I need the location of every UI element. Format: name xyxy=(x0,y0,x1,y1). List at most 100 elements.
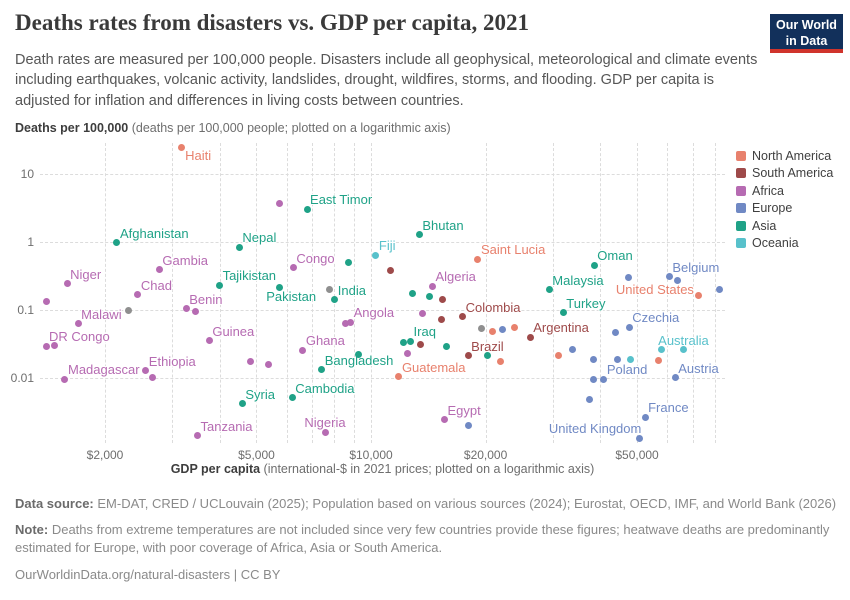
data-point[interactable] xyxy=(345,259,353,267)
data-point-haiti[interactable] xyxy=(177,144,185,152)
data-point-united-kingdom[interactable] xyxy=(635,434,643,442)
data-point-congo[interactable] xyxy=(289,264,297,272)
data-point-brazil[interactable] xyxy=(464,352,472,360)
data-point-guatemala[interactable] xyxy=(395,373,403,381)
legend-item-africa[interactable]: Africa xyxy=(736,182,833,200)
data-point-egypt[interactable] xyxy=(441,416,449,424)
data-point-oman[interactable] xyxy=(590,261,598,269)
data-point[interactable] xyxy=(191,308,199,316)
data-point-afghanistan[interactable] xyxy=(113,239,121,247)
legend-item-south-america[interactable]: South America xyxy=(736,165,833,183)
data-point-pakistan[interactable] xyxy=(275,283,283,291)
data-point-ghana[interactable] xyxy=(299,346,307,354)
point-label: Ghana xyxy=(305,333,345,349)
data-point[interactable] xyxy=(50,341,58,349)
data-point[interactable] xyxy=(264,360,272,368)
data-point[interactable] xyxy=(425,292,433,300)
data-point[interactable] xyxy=(399,338,407,346)
data-point[interactable] xyxy=(149,374,157,382)
data-point[interactable] xyxy=(342,319,350,327)
data-point[interactable] xyxy=(443,342,451,350)
data-point-ethiopia[interactable] xyxy=(142,367,150,375)
data-point[interactable] xyxy=(354,351,362,359)
data-point[interactable] xyxy=(627,356,635,364)
data-point[interactable] xyxy=(408,290,416,298)
data-point[interactable] xyxy=(655,357,663,365)
data-point[interactable] xyxy=(568,345,576,353)
data-point-nepal[interactable] xyxy=(235,243,243,251)
legend-item-asia[interactable]: Asia xyxy=(736,217,833,235)
data-point[interactable] xyxy=(589,356,597,364)
data-point-czechia[interactable] xyxy=(625,323,633,331)
data-point[interactable] xyxy=(554,351,562,359)
data-point-fiji[interactable] xyxy=(372,251,380,259)
data-point-guinea[interactable] xyxy=(205,337,213,345)
data-point-cambodia[interactable] xyxy=(288,394,296,402)
data-point-east-timor[interactable] xyxy=(303,205,311,213)
data-point[interactable] xyxy=(276,199,284,207)
owid-logo[interactable]: Our World in Data xyxy=(770,14,843,53)
data-point[interactable] xyxy=(477,325,485,333)
data-point[interactable] xyxy=(488,328,496,336)
data-point[interactable] xyxy=(246,358,254,366)
data-point-tanzania[interactable] xyxy=(194,432,201,440)
data-point[interactable] xyxy=(437,315,445,323)
data-point-united-states[interactable] xyxy=(695,291,703,299)
point-label: France xyxy=(648,400,689,416)
data-point-syria[interactable] xyxy=(238,400,246,408)
data-point-india[interactable] xyxy=(331,296,339,304)
data-point-malaysia[interactable] xyxy=(545,286,553,294)
data-point[interactable] xyxy=(497,358,505,366)
data-point[interactable] xyxy=(404,349,412,357)
data-point-tajikistan[interactable] xyxy=(216,281,224,289)
owid-url-link[interactable]: OurWorldinData.org/natural-disasters xyxy=(15,566,231,582)
data-point[interactable] xyxy=(438,295,446,303)
data-point-malawi[interactable] xyxy=(74,320,82,328)
data-point-niger[interactable] xyxy=(63,280,71,288)
data-point-saint-lucia[interactable] xyxy=(474,255,482,263)
data-point-angola[interactable] xyxy=(347,318,355,326)
point-label: Chad xyxy=(140,277,172,293)
data-point-argentina[interactable] xyxy=(526,333,534,341)
legend-item-oceania[interactable]: Oceania xyxy=(736,235,833,253)
data-point[interactable] xyxy=(483,352,491,360)
data-point[interactable] xyxy=(658,345,666,353)
data-source-text: EM-DAT, CRED / UCLouvain (2025); Populat… xyxy=(93,496,837,511)
data-point-bangladesh[interactable] xyxy=(318,366,326,374)
data-point[interactable] xyxy=(624,274,632,282)
data-point-chad[interactable] xyxy=(134,291,142,299)
data-point[interactable] xyxy=(612,328,620,336)
data-point[interactable] xyxy=(673,277,681,285)
data-point-benin[interactable] xyxy=(182,305,190,313)
data-point-poland[interactable] xyxy=(600,375,608,383)
data-point[interactable] xyxy=(124,307,132,315)
data-point-gambia[interactable] xyxy=(155,266,163,274)
data-point-austria[interactable] xyxy=(671,374,679,382)
data-point-belgium[interactable] xyxy=(665,273,673,281)
data-point-turkey[interactable] xyxy=(559,309,567,317)
data-point[interactable] xyxy=(386,266,394,274)
data-point-dr-congo[interactable] xyxy=(42,342,50,350)
data-point[interactable] xyxy=(613,356,621,364)
data-point-madagascar[interactable] xyxy=(61,375,69,383)
data-point[interactable] xyxy=(510,323,518,331)
data-point-nigeria[interactable] xyxy=(321,428,329,436)
data-point[interactable] xyxy=(326,286,334,294)
data-point[interactable] xyxy=(416,341,424,349)
data-point-algeria[interactable] xyxy=(428,282,436,290)
data-point[interactable] xyxy=(590,376,598,384)
data-point-france[interactable] xyxy=(641,413,649,421)
data-point-australia[interactable] xyxy=(679,346,687,354)
data-point-iraq[interactable] xyxy=(407,337,415,345)
data-point[interactable] xyxy=(42,297,50,305)
data-point[interactable] xyxy=(585,395,593,403)
legend-item-north-america[interactable]: North America xyxy=(736,147,833,165)
data-point-colombia[interactable] xyxy=(459,313,467,321)
data-point[interactable] xyxy=(464,421,472,429)
data-point[interactable] xyxy=(498,326,506,334)
data-point-bhutan[interactable] xyxy=(415,231,423,239)
data-point[interactable] xyxy=(419,310,427,318)
legend-item-europe[interactable]: Europe xyxy=(736,200,833,218)
point-label: Czechia xyxy=(632,310,680,326)
data-point[interactable] xyxy=(716,286,724,294)
